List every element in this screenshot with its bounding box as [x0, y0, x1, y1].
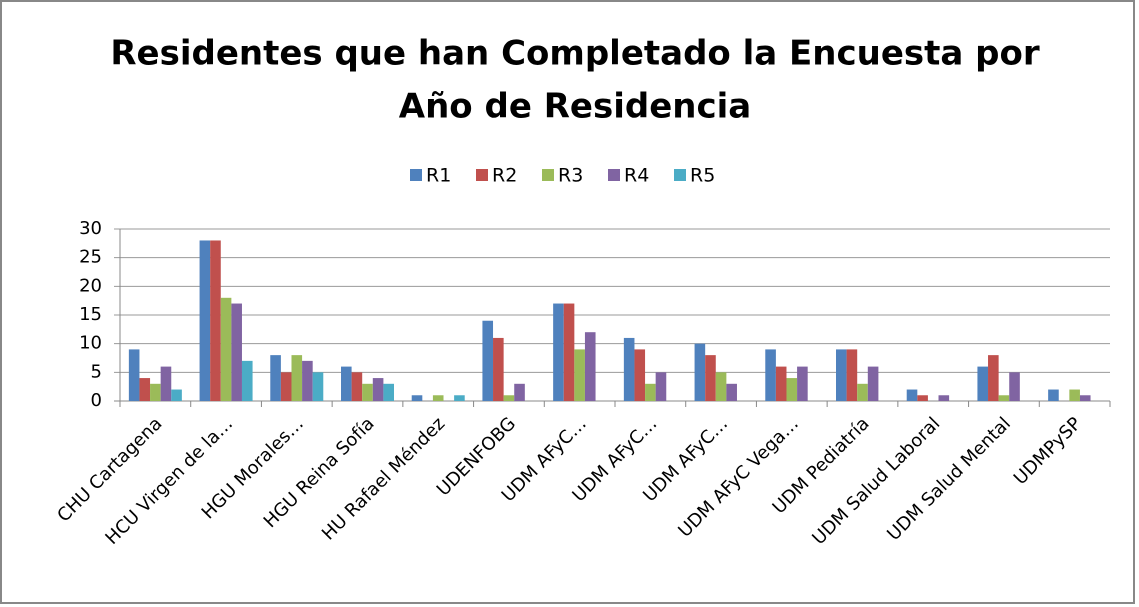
bar	[312, 372, 324, 401]
chart-title: Residentes que han Completado la Encuest…	[110, 34, 1040, 74]
bar	[574, 349, 585, 401]
y-tick-label: 25	[79, 247, 102, 268]
y-tick-label: 10	[79, 333, 102, 354]
legend-label: R4	[624, 165, 649, 187]
legend-swatch	[542, 169, 554, 181]
bar	[341, 366, 352, 401]
bar	[715, 372, 727, 401]
legend-label: R3	[558, 165, 583, 187]
bar	[128, 349, 140, 401]
bar	[383, 383, 394, 401]
bar	[503, 395, 515, 401]
bar	[938, 395, 950, 401]
bar	[857, 383, 868, 401]
bar	[150, 383, 161, 401]
bar	[867, 366, 879, 401]
bar	[514, 383, 525, 401]
y-tick-label: 0	[91, 390, 102, 411]
bar	[432, 395, 444, 401]
legend-label: R5	[690, 165, 715, 187]
bar	[1048, 389, 1059, 401]
bar	[726, 383, 737, 401]
bar	[411, 395, 423, 401]
bar	[645, 383, 656, 401]
bar	[1009, 372, 1020, 401]
bar	[171, 389, 182, 401]
bar	[584, 332, 596, 401]
y-tick-label: 20	[79, 275, 102, 296]
bar	[351, 372, 363, 401]
bar	[210, 240, 221, 401]
legend-swatch	[410, 169, 422, 181]
legend-swatch	[674, 169, 686, 181]
y-tick-label: 15	[79, 304, 102, 325]
bar	[241, 360, 253, 401]
bar	[655, 372, 667, 401]
bar	[705, 355, 716, 401]
bar	[1079, 395, 1091, 401]
chart-title: Año de Residencia	[399, 87, 751, 127]
legend-swatch	[476, 169, 488, 181]
bar	[1069, 389, 1080, 401]
bar	[846, 349, 858, 401]
bar	[280, 372, 292, 401]
bar	[917, 395, 928, 401]
bar	[775, 366, 787, 401]
bar	[623, 337, 635, 401]
bar	[998, 395, 1010, 401]
bar	[493, 337, 504, 401]
bar	[454, 395, 465, 401]
bar	[270, 355, 281, 401]
bar	[139, 378, 151, 401]
bar	[906, 389, 918, 401]
bar	[291, 355, 303, 401]
bar	[231, 303, 242, 401]
bar	[160, 366, 172, 401]
y-tick-label: 30	[79, 218, 102, 239]
bar	[372, 378, 384, 401]
bar	[482, 320, 494, 401]
bar	[977, 366, 989, 401]
bar	[786, 378, 798, 401]
legend-label: R2	[492, 165, 517, 187]
bar	[362, 383, 373, 401]
bar	[199, 240, 211, 401]
bar	[302, 360, 313, 401]
legend-label: R1	[426, 165, 451, 187]
bar	[220, 297, 232, 401]
bar	[634, 349, 646, 401]
bar	[563, 303, 575, 401]
bar	[765, 349, 776, 401]
y-tick-label: 5	[91, 361, 102, 382]
bar	[694, 343, 706, 401]
bar	[988, 355, 999, 401]
bar	[836, 349, 847, 401]
bar	[797, 366, 808, 401]
legend-swatch	[608, 169, 620, 181]
bar	[553, 303, 564, 401]
